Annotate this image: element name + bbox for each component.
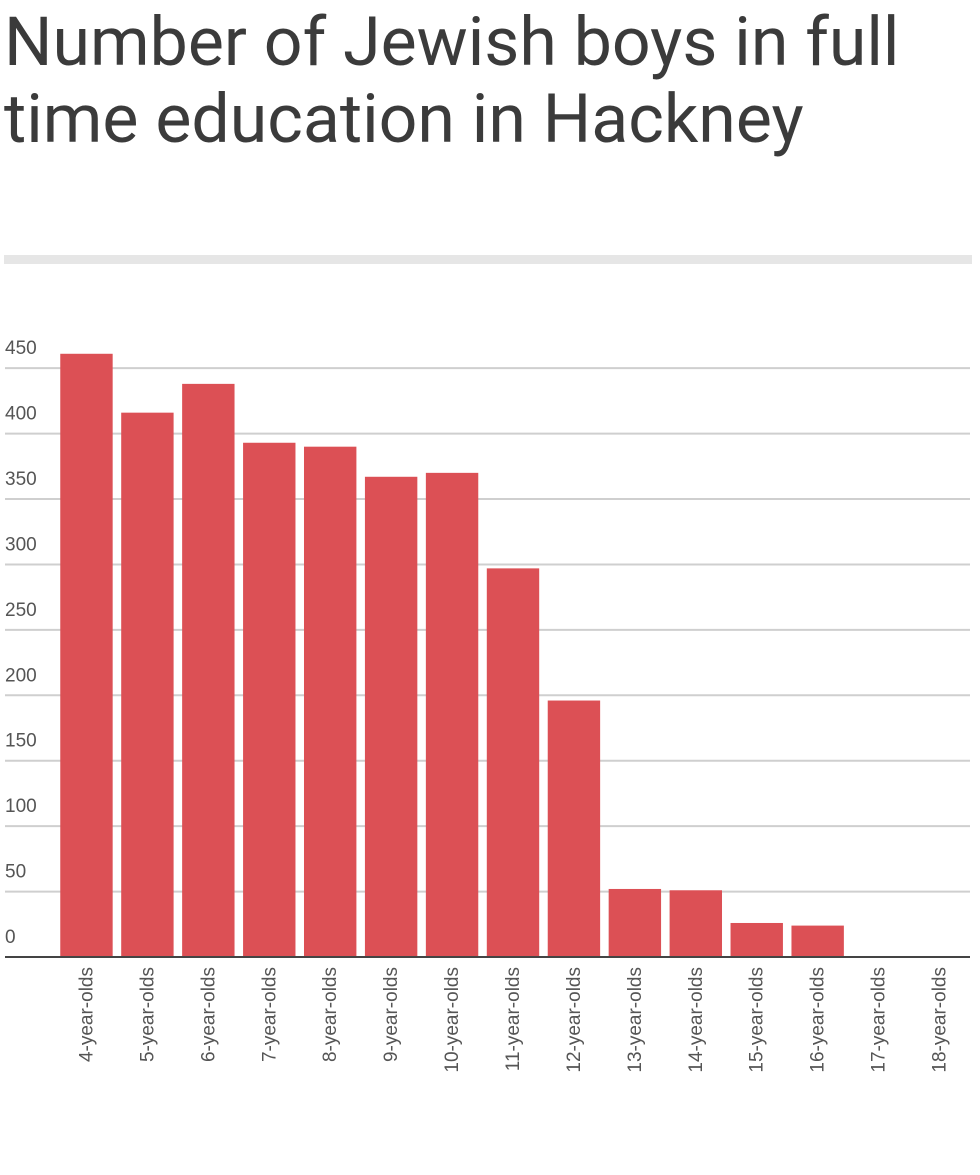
- y-tick-label: 200: [5, 665, 37, 686]
- bar: [60, 353, 113, 957]
- y-tick-label: 0: [5, 927, 16, 948]
- x-tick-label: 10-year-olds: [442, 967, 463, 1073]
- x-tick-label: 4-year-olds: [76, 967, 97, 1062]
- separator: [4, 255, 972, 264]
- bar: [547, 700, 601, 957]
- x-tick-label: 14-year-olds: [686, 967, 707, 1073]
- x-tick-label: 16-year-olds: [808, 967, 829, 1073]
- x-tick-label: 15-year-olds: [747, 967, 768, 1073]
- x-tick-label: 5-year-olds: [137, 967, 158, 1062]
- x-tick-label: 18-year-olds: [930, 967, 951, 1073]
- y-tick-label: 300: [5, 534, 37, 555]
- y-tick-label: 250: [5, 600, 37, 621]
- y-tick-label: 150: [5, 731, 37, 752]
- bar: [121, 412, 174, 958]
- bar: [243, 442, 296, 957]
- x-tick-label: 7-year-olds: [259, 967, 280, 1062]
- x-tick-label: 13-year-olds: [625, 967, 646, 1073]
- y-tick-label: 450: [5, 338, 37, 359]
- x-tick-label: 8-year-olds: [320, 967, 341, 1062]
- x-tick-label: 6-year-olds: [198, 967, 219, 1062]
- bar: [486, 568, 540, 957]
- y-tick-label: 100: [5, 796, 37, 817]
- bar: [182, 383, 235, 958]
- bar: [364, 476, 418, 957]
- bar: [425, 472, 479, 957]
- y-tick-label: 400: [5, 404, 37, 425]
- x-tick-label: 17-year-olds: [869, 967, 890, 1073]
- bar: [303, 446, 357, 957]
- bar: [791, 925, 844, 957]
- x-tick-label: 9-year-olds: [381, 967, 402, 1062]
- bar: [608, 888, 662, 957]
- chart-title: Number of Jewish boys in full time educa…: [4, 2, 900, 159]
- y-tick-label: 350: [5, 469, 37, 490]
- x-tick-label: 12-year-olds: [564, 967, 585, 1073]
- bar: [669, 890, 723, 957]
- y-tick-label: 50: [5, 862, 26, 883]
- bar: [730, 922, 783, 957]
- x-tick-label: 11-year-olds: [503, 967, 524, 1071]
